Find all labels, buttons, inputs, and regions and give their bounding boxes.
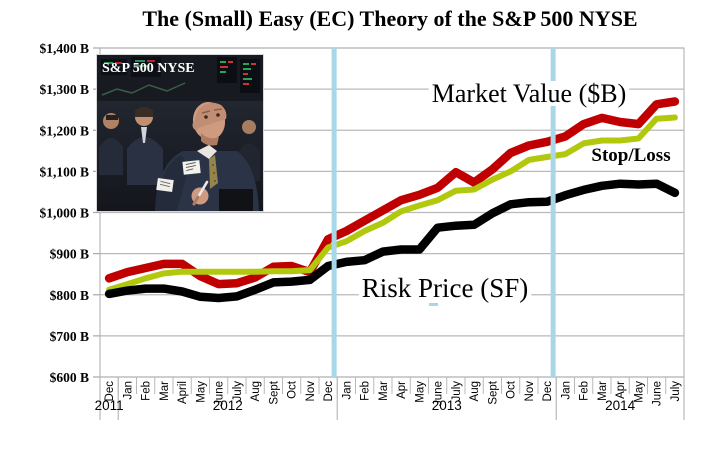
x-tick-label: Sept [268,380,280,404]
x-tick-label: Sept [487,380,499,404]
trading-floor-photo: S&P 500 NYSE [97,55,263,211]
y-tick-label: $1,000 B [39,206,89,221]
x-tick-label: July [670,381,682,402]
series-stop-loss [106,114,678,293]
market-value-label-halo [428,81,630,106]
y-tick-label: $1,300 B [39,82,89,97]
x-tick-label: May [633,381,645,403]
y-tick-label: $900 B [50,247,89,262]
risk-price-label: Risk Price (SF) [362,273,529,303]
x-tick-label: Mar [378,381,390,401]
x-tick-label: Dec [323,381,335,402]
x-tick-label: Feb [360,381,372,401]
x-tick-label: Jan [122,381,134,400]
x-tick-label: June [433,381,445,406]
x-tick-label: April [177,381,189,404]
x-tick-label: Feb [141,381,153,401]
x-tick-label: July [451,381,463,402]
series-market-value-b [104,97,680,289]
y-tick-label: $600 B [50,370,89,385]
x-tick-label: Oct [287,380,299,399]
x-tick-label: July [232,381,244,402]
hand-pen-icon [191,180,253,211]
year-label: 2014 [605,398,636,413]
x-tick-label: June [652,381,664,406]
y-tick-label: $700 B [50,329,89,344]
x-tick-label: May [414,381,426,403]
x-tick-label: Jan [341,381,353,400]
x-tick-label: Apr [396,381,408,399]
x-tick-label: Aug [469,381,481,401]
series-risk-price-sf [104,179,680,303]
y-tick-label: $800 B [50,288,89,303]
monitor-wall-icon [97,55,263,101]
x-tick-label: Oct [506,380,518,399]
y-tick-label: $1,200 B [39,123,89,138]
x-tick-label: Nov [524,381,536,402]
y-tick-label: $1,400 B [39,41,89,56]
x-tick-label: Dec [104,381,116,402]
y-tick-label: $1,100 B [39,164,89,179]
x-tick-label: Mar [159,381,171,401]
x-tick-label: Aug [250,381,262,401]
year-label: 2011 [95,398,124,413]
risk-price-label-halo [358,275,532,301]
small-blue-dash [429,303,438,306]
x-tick-label: Jan [560,381,572,400]
stop-loss-label: Stop/Loss [591,145,670,166]
market-value-label: Market Value ($B) [432,79,626,108]
x-tick-label: Mar [597,381,609,401]
x-tick-label: Dec [542,381,554,402]
x-tick-label: June [214,381,226,406]
chart-title: The (Small) Easy (EC) Theory of the S&P … [142,6,638,31]
year-label: 2012 [213,398,243,413]
x-tick-label: May [195,381,207,403]
x-tick-label: Nov [305,381,317,402]
x-tick-label: Apr [615,381,627,399]
year-label: 2013 [432,398,462,413]
photo-caption: S&P 500 NYSE [102,61,195,76]
x-tick-label: Feb [579,381,591,401]
stop-loss-label-halo [588,147,674,164]
